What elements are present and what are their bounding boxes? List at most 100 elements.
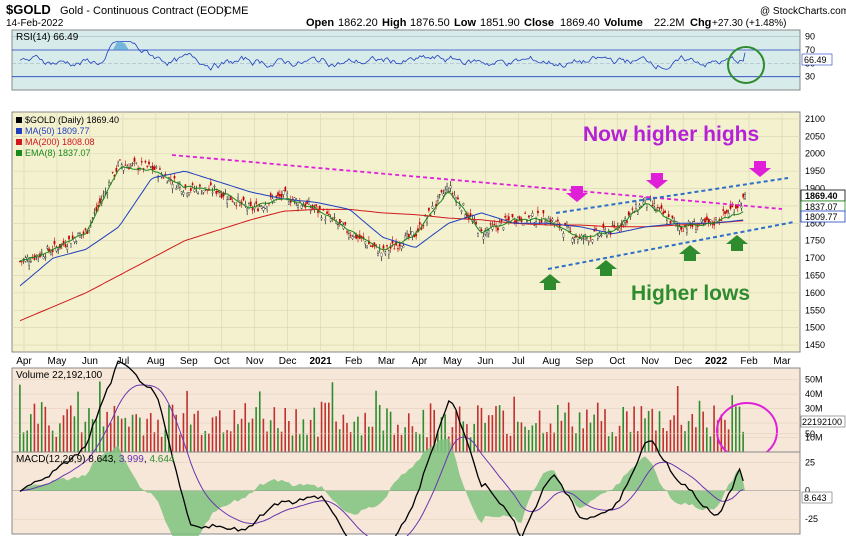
- volume-bar: [433, 409, 436, 452]
- candle-body: [88, 228, 90, 231]
- candle-body: [604, 229, 606, 232]
- price-tick-label: 1600: [805, 288, 825, 298]
- volume-bar: [422, 409, 425, 452]
- candle-body: [269, 193, 272, 198]
- volume-bar: [320, 401, 323, 452]
- candle-body: [120, 164, 123, 167]
- volume-bar: [658, 411, 661, 452]
- volume-bar: [175, 414, 177, 452]
- volume-bar: [607, 436, 610, 452]
- candle-body: [220, 193, 223, 198]
- volume-bar: [669, 419, 672, 452]
- candle-body: [348, 233, 350, 238]
- volume-bar: [233, 409, 236, 452]
- candle-body: [213, 186, 216, 188]
- x-tick-label: Jul: [512, 356, 525, 367]
- candle-body: [264, 204, 267, 209]
- candle-body: [577, 239, 579, 242]
- candle-body: [408, 234, 410, 238]
- legend-swatch: [16, 117, 22, 123]
- candle-body: [117, 162, 119, 166]
- high-value: 1876.50: [410, 17, 450, 29]
- candle-body: [246, 208, 248, 211]
- macd-panel: MACD(12,26,9) 8.643, 3.999, 4.644 50 25 0 -…: [11, 360, 833, 536]
- candle-body: [338, 219, 341, 224]
- candle-body: [695, 229, 697, 233]
- rsi-grid: [12, 36, 800, 78]
- candle-body: [722, 209, 725, 211]
- volume-bar: [338, 429, 341, 452]
- candle-body: [144, 161, 147, 163]
- volume-bar: [146, 418, 148, 452]
- volume-bar: [280, 431, 283, 452]
- volume-bar: [600, 421, 603, 452]
- candle-body: [115, 167, 118, 172]
- volume-bar: [480, 407, 483, 452]
- change-label: Chg: [690, 17, 711, 29]
- price-tick-label: 2000: [805, 149, 825, 159]
- candle-body: [313, 208, 316, 210]
- volume-bar: [556, 404, 559, 452]
- candle-body: [37, 256, 40, 258]
- candle-body: [666, 220, 668, 224]
- macd-y-axis: 50 25 0 -25: [805, 429, 818, 524]
- volume-grid: [12, 379, 800, 438]
- candle-body: [742, 193, 745, 198]
- candle-body: [706, 216, 708, 221]
- candle-body: [326, 211, 328, 214]
- volume-bar: [171, 404, 174, 452]
- candle-body: [744, 194, 746, 199]
- volume-bar: [713, 405, 715, 452]
- volume-bar: [95, 419, 98, 452]
- x-tick-label: May: [443, 356, 462, 367]
- candle-body: [696, 225, 699, 227]
- volume-bar: [615, 436, 617, 452]
- candle-body: [300, 205, 303, 209]
- volume-label: Volume: [604, 17, 643, 29]
- candle-body: [529, 215, 532, 220]
- candle-body: [260, 206, 263, 209]
- price-tick-label: 1700: [805, 253, 825, 263]
- candle-body: [475, 221, 477, 225]
- volume-bar: [364, 412, 366, 452]
- candle-body: [30, 261, 32, 263]
- volume-bar: [360, 435, 363, 452]
- volume-bar: [506, 433, 508, 452]
- volume-bar: [30, 414, 32, 452]
- volume-bar: [738, 406, 741, 452]
- volume-bar: [106, 411, 108, 452]
- volume-bar: [244, 403, 247, 452]
- ema8-line: [19, 166, 744, 262]
- volume-bar: [535, 423, 537, 452]
- price-badge: 1869.40: [805, 191, 838, 201]
- candle-body: [582, 238, 585, 240]
- candle-body: [686, 228, 688, 233]
- candle-body: [286, 193, 288, 196]
- rsi-tick-label: 30: [805, 72, 815, 82]
- x-tick-label: Apr: [16, 356, 32, 367]
- candle-body: [671, 215, 674, 219]
- macd-tick-label: 50: [805, 429, 815, 439]
- symbol-label: $GOLD: [6, 2, 51, 17]
- candle-body: [731, 205, 734, 208]
- volume-current-badge: 22192100: [802, 417, 842, 427]
- candle-body: [375, 244, 378, 246]
- volume-bar: [640, 406, 643, 452]
- volume-bar: [66, 409, 68, 452]
- candle-body: [497, 227, 499, 231]
- volume-bar: [731, 395, 734, 452]
- candle-body: [189, 188, 192, 191]
- volume-bar: [735, 406, 737, 452]
- candle-body: [306, 200, 308, 204]
- legend-swatch: [16, 128, 22, 134]
- candle-body: [186, 192, 189, 197]
- candle-body: [146, 165, 149, 167]
- candle-body: [351, 236, 354, 239]
- candle-body: [102, 193, 105, 196]
- candle-body: [513, 221, 516, 223]
- volume-bar: [455, 411, 457, 452]
- volume-bar: [662, 428, 664, 452]
- volume-bar: [226, 430, 228, 452]
- volume-tick-label: 50M: [805, 375, 823, 385]
- candle-body: [511, 214, 514, 218]
